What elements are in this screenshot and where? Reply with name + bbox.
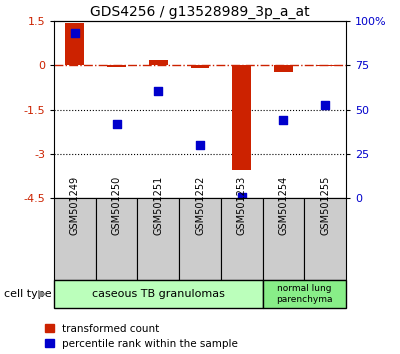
Text: GSM501250: GSM501250 [112, 176, 122, 235]
Text: ▶: ▶ [38, 289, 46, 299]
Point [238, 194, 245, 200]
FancyBboxPatch shape [221, 198, 262, 280]
Legend: transformed count, percentile rank within the sample: transformed count, percentile rank withi… [45, 324, 238, 349]
Text: GSM501254: GSM501254 [278, 176, 288, 235]
Title: GDS4256 / g13528989_3p_a_at: GDS4256 / g13528989_3p_a_at [90, 5, 310, 19]
FancyBboxPatch shape [138, 198, 179, 280]
FancyBboxPatch shape [96, 198, 138, 280]
Text: GSM501249: GSM501249 [70, 176, 80, 235]
Bar [191, 65, 209, 68]
Point [113, 122, 120, 127]
Point [197, 142, 203, 148]
Text: GSM501253: GSM501253 [237, 176, 247, 235]
Bar [107, 65, 126, 67]
Point [280, 117, 287, 123]
Bar [149, 59, 168, 65]
Point [322, 103, 328, 108]
Bar [274, 65, 293, 72]
Text: cell type: cell type [4, 289, 52, 299]
Text: caseous TB granulomas: caseous TB granulomas [92, 289, 225, 299]
Text: GSM501255: GSM501255 [320, 176, 330, 235]
Text: GSM501252: GSM501252 [195, 176, 205, 235]
Bar [66, 23, 84, 65]
FancyBboxPatch shape [262, 280, 346, 308]
Text: normal lung
parenchyma: normal lung parenchyma [276, 284, 332, 303]
Text: GSM501251: GSM501251 [153, 176, 163, 235]
Point [72, 30, 78, 36]
Bar [232, 65, 251, 170]
Bar [316, 65, 334, 66]
FancyBboxPatch shape [304, 198, 346, 280]
FancyBboxPatch shape [54, 280, 262, 308]
FancyBboxPatch shape [262, 198, 304, 280]
FancyBboxPatch shape [54, 198, 96, 280]
Point [155, 88, 162, 93]
FancyBboxPatch shape [179, 198, 221, 280]
